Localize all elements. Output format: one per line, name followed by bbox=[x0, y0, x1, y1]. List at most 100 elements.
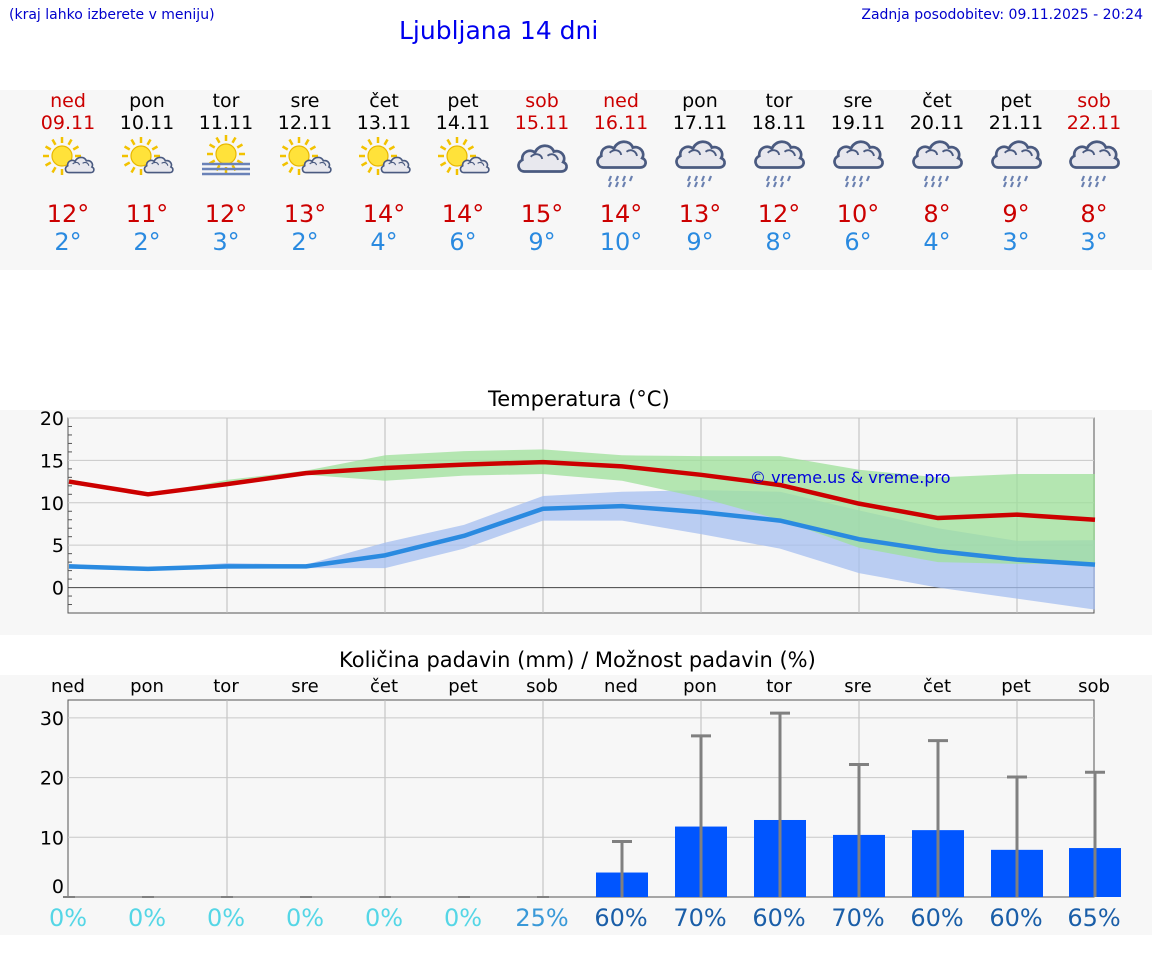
precip-day-label: ned bbox=[51, 676, 85, 697]
precip-probability: 0% bbox=[206, 904, 246, 932]
precip-day-label: pon bbox=[130, 676, 164, 697]
y-tick-label: 5 bbox=[52, 535, 64, 557]
rain-cloud-icon bbox=[976, 134, 1056, 200]
day-column: sob 22.11 8° 3° bbox=[1054, 90, 1134, 256]
precip-probability: 0% bbox=[48, 904, 88, 932]
precip-probability: 60% bbox=[594, 904, 648, 932]
precip-probability: 25% bbox=[515, 904, 569, 932]
rain-cloud-icon bbox=[660, 134, 740, 200]
day-date: 11.11 bbox=[198, 112, 254, 134]
rain-cloud-icon bbox=[581, 134, 661, 200]
sun-cloud-icon bbox=[107, 134, 187, 200]
sun-cloud-icon bbox=[265, 134, 345, 200]
max-temp: 12° bbox=[757, 200, 801, 228]
y-tick-label: 0 bbox=[52, 876, 64, 898]
min-temp: 3° bbox=[212, 228, 240, 256]
day-name: pon bbox=[129, 90, 165, 112]
max-temp: 10° bbox=[836, 200, 880, 228]
min-temp: 2° bbox=[133, 228, 161, 256]
last-update: Zadnja posodobitev: 09.11.2025 - 20:24 bbox=[861, 7, 1143, 23]
cloud-icon bbox=[502, 134, 582, 200]
location-hint: (kraj lahko izberete v meniju) bbox=[9, 7, 215, 23]
precipitation-chart: 0 10 20 30 bbox=[40, 699, 1121, 898]
day-column: pon 17.11 13° 9° bbox=[660, 90, 740, 256]
day-name: pon bbox=[682, 90, 718, 112]
page-title: Ljubljana 14 dni bbox=[399, 16, 599, 45]
rain-cloud-icon bbox=[897, 134, 977, 200]
precip-day-label: čet bbox=[369, 676, 399, 697]
max-temp: 12° bbox=[204, 200, 248, 228]
day-date: 12.11 bbox=[277, 112, 333, 134]
day-date: 19.11 bbox=[830, 112, 886, 134]
day-name: pet bbox=[1000, 90, 1032, 112]
precip-probability: 70% bbox=[673, 904, 727, 932]
day-date: 15.11 bbox=[514, 112, 570, 134]
day-date: 14.11 bbox=[435, 112, 491, 134]
day-column: čet 13.11 14° 4° bbox=[344, 90, 424, 256]
day-date: 16.11 bbox=[593, 112, 649, 134]
day-name: sob bbox=[525, 90, 559, 112]
precip-probability: 70% bbox=[831, 904, 885, 932]
precip-probability: 0% bbox=[443, 904, 483, 932]
min-temp: 8° bbox=[765, 228, 793, 256]
y-tick-label: 20 bbox=[40, 410, 64, 430]
max-temp: 8° bbox=[1080, 200, 1108, 228]
precip-day-label: sre bbox=[844, 676, 872, 697]
precip-day-label: pet bbox=[448, 676, 478, 697]
day-name: tor bbox=[765, 90, 793, 112]
precip-day-label: tor bbox=[766, 676, 792, 697]
day-column: sob 15.11 15° 9° bbox=[502, 90, 582, 256]
rain-cloud-icon bbox=[818, 134, 898, 200]
day-name: čet bbox=[369, 90, 399, 112]
day-date: 20.11 bbox=[909, 112, 965, 134]
temperature-chart-title: Temperatura (°C) bbox=[488, 387, 670, 411]
day-date: 17.11 bbox=[672, 112, 728, 134]
min-temp-line bbox=[68, 503, 1096, 572]
day-column: pon 10.11 11° 2° bbox=[107, 90, 187, 256]
max-temp: 15° bbox=[520, 200, 564, 228]
day-column: tor 18.11 12° 8° bbox=[739, 90, 819, 256]
min-temp: 4° bbox=[370, 228, 398, 256]
day-column: pet 14.11 14° 6° bbox=[423, 90, 503, 256]
rain-cloud-icon bbox=[1054, 134, 1134, 200]
y-tick-label: 20 bbox=[40, 768, 64, 790]
day-column: tor 11.11 12° 3° bbox=[186, 90, 266, 256]
min-temp: 10° bbox=[599, 228, 643, 256]
max-temp-line bbox=[68, 459, 1096, 522]
y-tick-label: 15 bbox=[40, 450, 64, 472]
y-tick-label: 10 bbox=[40, 827, 64, 849]
y-tick-label: 0 bbox=[52, 578, 64, 600]
watermark: © vreme.us & vreme.pro bbox=[750, 468, 951, 487]
precip-day-label: sre bbox=[291, 676, 319, 697]
max-temp: 14° bbox=[441, 200, 485, 228]
precip-day-label: sob bbox=[526, 676, 558, 697]
day-date: 22.11 bbox=[1066, 112, 1122, 134]
precip-probability: 0% bbox=[127, 904, 167, 932]
temperature-chart: 0 5 10 15 20 © vreme.us & vreme.pro bbox=[40, 410, 1096, 614]
day-name: tor bbox=[212, 90, 240, 112]
day-column: ned 09.11 12° 2° bbox=[28, 90, 108, 256]
precip-probability: 0% bbox=[364, 904, 404, 932]
day-name: sre bbox=[843, 90, 873, 112]
precipitation-chart-title: Količina padavin (mm) / Možnost padavin … bbox=[339, 648, 816, 672]
precip-probability: 0% bbox=[285, 904, 325, 932]
precip-day-label: pet bbox=[1001, 676, 1031, 697]
day-name: sre bbox=[290, 90, 320, 112]
max-temp: 8° bbox=[923, 200, 951, 228]
day-date: 09.11 bbox=[40, 112, 96, 134]
rain-cloud-icon bbox=[739, 134, 819, 200]
precip-probability: 60% bbox=[989, 904, 1043, 932]
min-temp: 3° bbox=[1002, 228, 1030, 256]
max-temp: 12° bbox=[46, 200, 90, 228]
sun-cloud-icon bbox=[344, 134, 424, 200]
precip-day-label: sob bbox=[1078, 676, 1110, 697]
max-temp: 13° bbox=[678, 200, 722, 228]
sun-cloud-icon bbox=[423, 134, 503, 200]
day-name: ned bbox=[50, 90, 86, 112]
min-temp: 3° bbox=[1080, 228, 1108, 256]
y-tick-label: 10 bbox=[40, 493, 64, 515]
min-temp: 6° bbox=[449, 228, 477, 256]
day-column: sre 19.11 10° 6° bbox=[818, 90, 898, 256]
day-name: pet bbox=[447, 90, 479, 112]
max-temp: 13° bbox=[283, 200, 327, 228]
